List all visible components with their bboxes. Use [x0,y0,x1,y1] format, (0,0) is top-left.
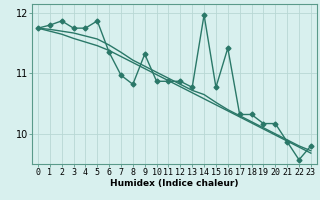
X-axis label: Humidex (Indice chaleur): Humidex (Indice chaleur) [110,179,239,188]
